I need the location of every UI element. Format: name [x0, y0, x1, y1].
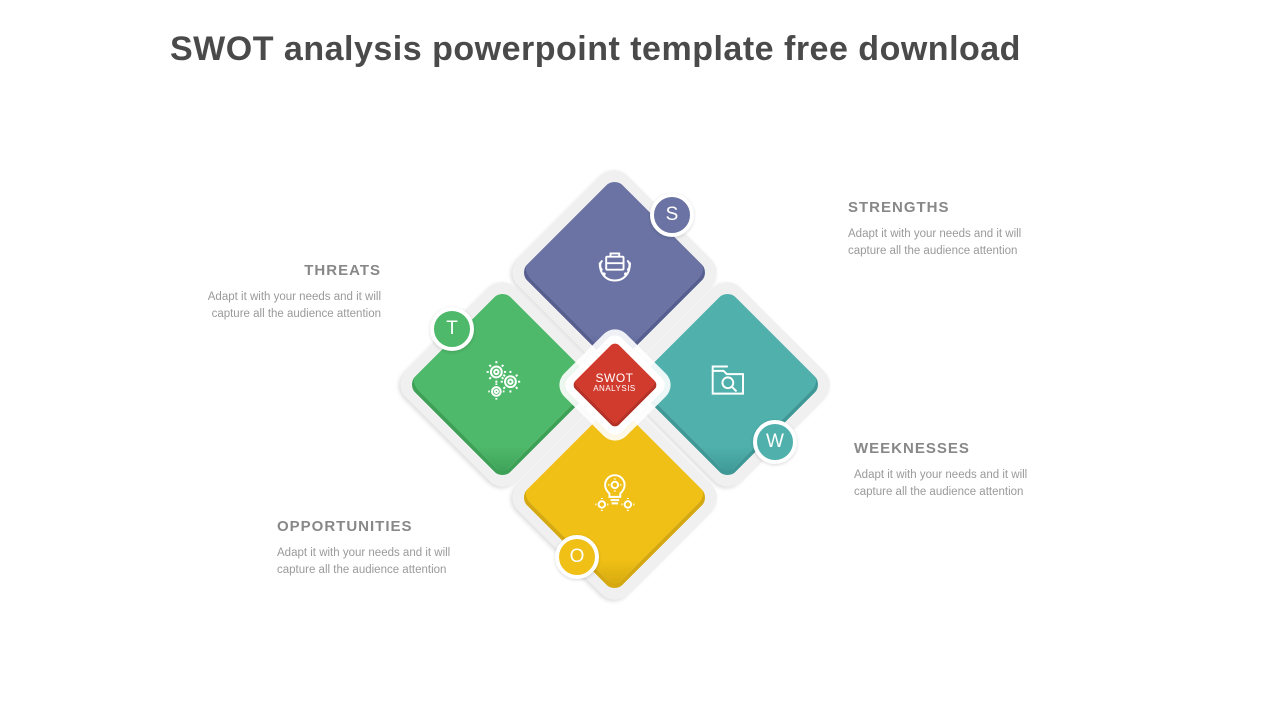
badge-t: T — [430, 307, 474, 351]
body-opportunities: Adapt it with your needs and it will cap… — [277, 545, 477, 580]
heading-threats: THREATS — [181, 262, 381, 279]
center-label-line1: SWOT — [594, 372, 637, 385]
center-label-line2: ANALYSIS — [594, 385, 637, 394]
heading-opportunities: OPPORTUNITIES — [277, 518, 477, 535]
swot-diagram: SWOT ANALYSIS S T W O — [425, 195, 805, 575]
text-strengths: STRENGTHS Adapt it with your needs and i… — [848, 199, 1048, 261]
text-threats: THREATS Adapt it with your needs and it … — [181, 262, 381, 324]
center-tile: SWOT ANALYSIS — [561, 331, 668, 438]
badge-s: S — [650, 193, 694, 237]
folder-search-icon — [702, 353, 754, 410]
gears-icon — [477, 353, 529, 410]
page-title: SWOT analysis powerpoint template free d… — [170, 30, 1021, 69]
body-threats: Adapt it with your needs and it will cap… — [181, 289, 381, 324]
body-weaknesses: Adapt it with your needs and it will cap… — [854, 467, 1054, 502]
briefcase-wreath-icon — [589, 241, 641, 298]
lightbulb-gears-icon — [589, 466, 641, 523]
text-opportunities: OPPORTUNITIES Adapt it with your needs a… — [277, 518, 477, 580]
badge-w: W — [753, 420, 797, 464]
heading-weaknesses: WEEKNESSES — [854, 440, 1054, 457]
badge-o: O — [555, 535, 599, 579]
body-strengths: Adapt it with your needs and it will cap… — [848, 226, 1048, 261]
text-weaknesses: WEEKNESSES Adapt it with your needs and … — [854, 440, 1054, 502]
heading-strengths: STRENGTHS — [848, 199, 1048, 216]
